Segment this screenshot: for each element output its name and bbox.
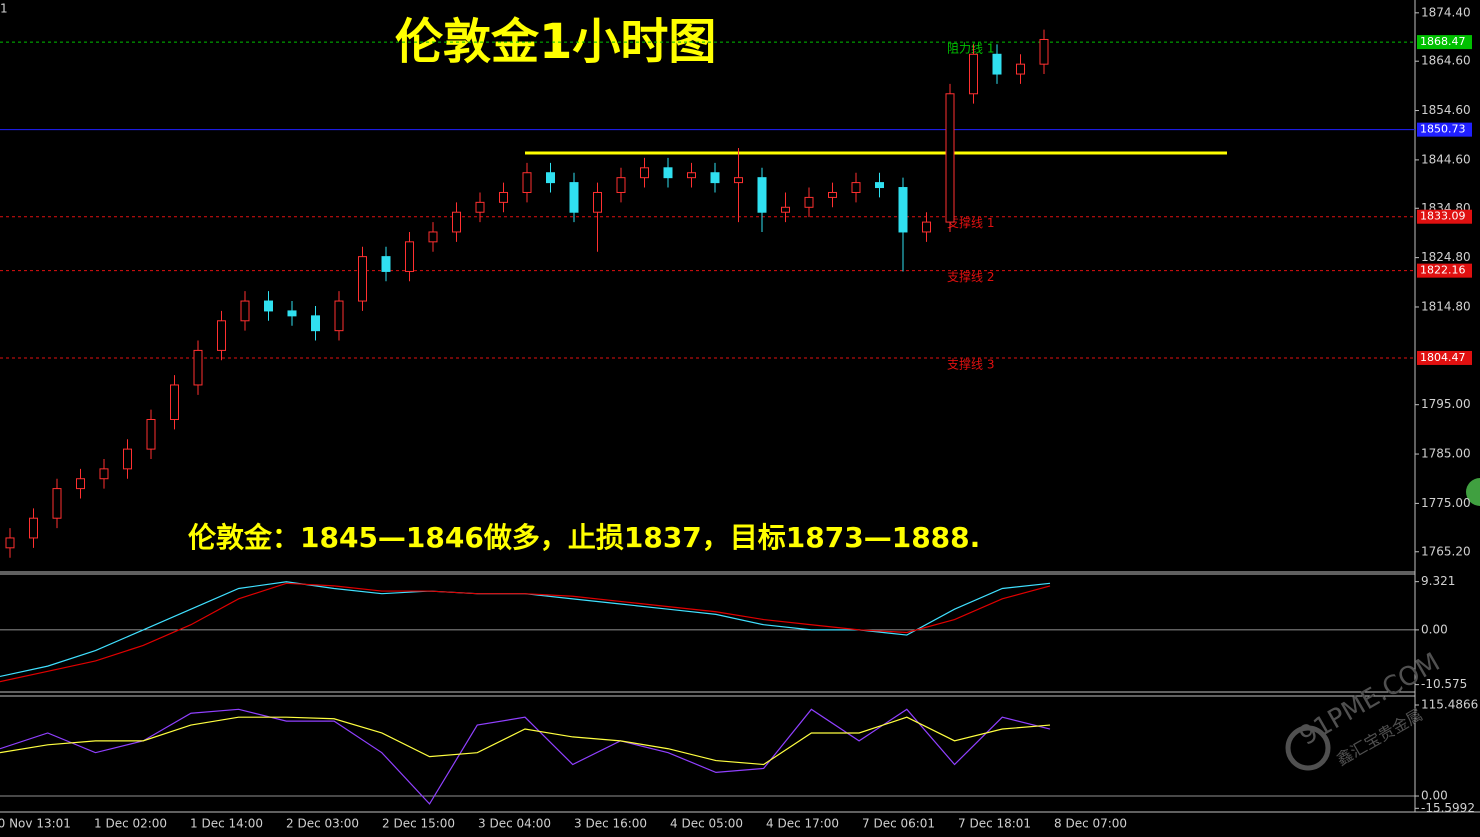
y-tick-label: 1765.20 bbox=[1421, 544, 1471, 558]
candle-body bbox=[969, 53, 978, 95]
candle-body bbox=[452, 211, 461, 233]
x-tick-label: 7 Dec 18:01 bbox=[958, 817, 1031, 831]
x-tick-label: 30 Nov 13:01 bbox=[0, 817, 71, 831]
level-name: 阻力线 1 bbox=[947, 42, 994, 56]
y-tick-label: -15.5992 bbox=[1421, 801, 1475, 815]
candle-body bbox=[381, 256, 391, 272]
indicator-line bbox=[0, 708, 1051, 805]
x-tick-label: 3 Dec 04:00 bbox=[478, 817, 551, 831]
candle-body bbox=[311, 315, 320, 332]
y-tick-label: 0.00 bbox=[1421, 789, 1448, 803]
candle-body bbox=[287, 310, 297, 317]
level-name: 支撑线 2 bbox=[947, 269, 994, 284]
y-tick-label: 1775.00 bbox=[1421, 496, 1471, 510]
y-tick-label: 0.00 bbox=[1421, 622, 1448, 636]
candle-body bbox=[29, 517, 38, 539]
candle-body bbox=[875, 182, 884, 189]
candle-body bbox=[616, 177, 626, 193]
candle-body bbox=[663, 167, 673, 179]
level-tag bbox=[1417, 263, 1472, 278]
candle-body bbox=[804, 196, 814, 208]
candle-body bbox=[593, 191, 602, 213]
candle-body bbox=[922, 221, 931, 233]
candle-body bbox=[734, 177, 743, 184]
level-price: 1822.16 bbox=[1420, 264, 1466, 277]
y-tick-label: -10.575 bbox=[1421, 677, 1467, 691]
candle-body bbox=[992, 53, 1002, 75]
y-tick-label: 1824.80 bbox=[1421, 250, 1471, 264]
watermark-logo bbox=[1285, 725, 1331, 771]
candle-body bbox=[475, 201, 485, 213]
corner-label: 1 bbox=[0, 2, 8, 16]
candle-body bbox=[522, 172, 532, 193]
x-tick-label: 2 Dec 15:00 bbox=[382, 817, 455, 831]
candle-body bbox=[898, 187, 908, 233]
y-tick-label: 115.4866 bbox=[1421, 697, 1478, 711]
level-price: 1868.47 bbox=[1420, 35, 1466, 48]
y-tick-label: 1785.00 bbox=[1421, 447, 1471, 461]
candle-body bbox=[76, 478, 85, 490]
candle-body bbox=[5, 537, 15, 549]
candle-body bbox=[217, 320, 226, 351]
y-tick-label: 9.321 bbox=[1421, 574, 1455, 588]
candle-body bbox=[52, 488, 62, 519]
y-tick-label: 1795.00 bbox=[1421, 397, 1471, 411]
x-tick-label: 4 Dec 17:00 bbox=[766, 817, 839, 831]
candle-body bbox=[687, 172, 696, 179]
indicator-line bbox=[0, 716, 1051, 766]
candle-body bbox=[781, 206, 790, 213]
candle-body bbox=[828, 191, 837, 198]
candle-body bbox=[1039, 38, 1049, 65]
x-tick-label: 1 Dec 14:00 bbox=[190, 817, 263, 831]
y-tick-label: 1864.60 bbox=[1421, 54, 1471, 68]
x-tick-label: 3 Dec 16:00 bbox=[574, 817, 647, 831]
candle-body bbox=[193, 349, 203, 386]
candle-body bbox=[264, 300, 273, 312]
candle-body bbox=[499, 191, 508, 203]
candle-body bbox=[99, 468, 109, 480]
candle-body bbox=[123, 448, 132, 470]
y-tick-label: 1854.60 bbox=[1421, 103, 1471, 117]
level-name: 支撑线 1 bbox=[947, 215, 994, 230]
candle-body bbox=[710, 172, 720, 184]
x-tick-label: 7 Dec 06:01 bbox=[862, 817, 935, 831]
level-tag bbox=[1417, 35, 1472, 50]
x-tick-label: 4 Dec 05:00 bbox=[670, 817, 743, 831]
candle-body bbox=[146, 418, 156, 450]
level-tag bbox=[1417, 122, 1472, 137]
level-price: 1850.73 bbox=[1420, 123, 1466, 136]
x-tick-label: 1 Dec 02:00 bbox=[94, 817, 167, 831]
candle-body bbox=[546, 172, 555, 184]
annotation: 伦敦金：1845—1846做多，止损1837，目标1873—1888. bbox=[188, 521, 980, 554]
level-price: 1804.47 bbox=[1420, 351, 1466, 364]
indicator-line bbox=[0, 582, 1051, 683]
candle-body bbox=[569, 182, 579, 213]
level-tag bbox=[1417, 350, 1472, 365]
level-name: 支撑线 3 bbox=[947, 356, 994, 371]
candle-body bbox=[240, 300, 250, 322]
candle-body bbox=[428, 231, 438, 243]
candle-body bbox=[1016, 63, 1025, 75]
level-tag bbox=[1417, 209, 1472, 224]
candle-body bbox=[640, 167, 649, 179]
candle-body bbox=[170, 384, 179, 420]
x-tick-label: 8 Dec 07:00 bbox=[1054, 817, 1127, 831]
y-tick-label: 1874.40 bbox=[1421, 5, 1471, 19]
side-badge bbox=[1466, 478, 1480, 506]
candle-body bbox=[851, 182, 861, 193]
candle-body bbox=[334, 300, 344, 332]
x-tick-label: 2 Dec 03:00 bbox=[286, 817, 359, 831]
y-tick-label: 1844.60 bbox=[1421, 152, 1471, 166]
candle-body bbox=[945, 93, 955, 223]
y-tick-label: 1814.80 bbox=[1421, 299, 1471, 313]
candle-body bbox=[757, 177, 767, 213]
candle-body bbox=[405, 241, 414, 272]
level-price: 1833.09 bbox=[1420, 210, 1466, 223]
candle-body bbox=[358, 256, 367, 302]
